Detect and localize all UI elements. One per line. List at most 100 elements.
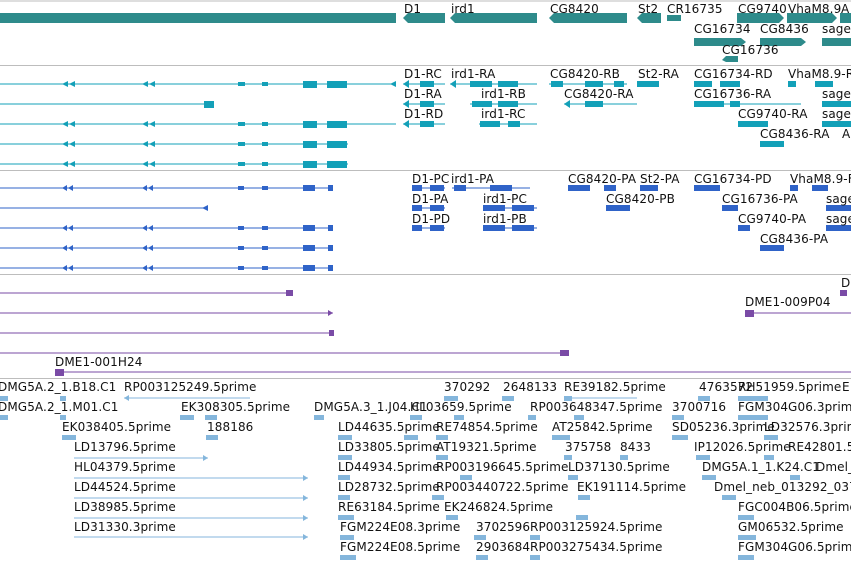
est-label: LD38985.5prime — [74, 500, 176, 514]
gene-label: A — [841, 2, 850, 16]
est-label: FGM304G06.3prime — [738, 400, 851, 414]
transcript-label: CG9740-PA — [738, 212, 807, 226]
transcript-label: VhaM8.9-F — [790, 172, 851, 186]
gene-label: D1 — [404, 2, 422, 16]
transcript-track-a: D1-RC ird1-RA CG8420-RB St2-RA CG16734-R… — [0, 66, 851, 170]
gene-track: D1 ird1 CG8420 St2 CR16735 CG9740 VhaM8.… — [0, 0, 851, 62]
transcript-label: sage- — [822, 107, 851, 121]
transcript-label: ird1-PA — [451, 172, 495, 186]
est-label: 2903684 — [476, 540, 531, 554]
est-label: AT25842.5prime — [552, 420, 653, 434]
transcript-label: ird1-RA — [451, 67, 496, 81]
gene-feature-CG8420[interactable] — [549, 13, 627, 23]
transcript-label: D1-RC — [404, 67, 442, 81]
gene-feature-St2[interactable] — [637, 13, 661, 23]
clone-label: DME1-001H24 — [55, 355, 143, 369]
transcript-track-b: D1-PC ird1-PA CG8420-PA St2-PA CG16734-P… — [0, 171, 851, 274]
est-label: LD28732.5prime — [338, 480, 440, 494]
est-label: EK038405.5prime — [62, 420, 172, 434]
gene-feature-CG16736[interactable] — [722, 56, 738, 62]
transcript-label: ird1-PB — [483, 212, 527, 226]
gene-feature-A[interactable] — [840, 13, 851, 23]
transcript-label: CG16736-RA — [694, 87, 772, 101]
est-label: FGM224E08.5prime — [340, 540, 461, 554]
gene-feature-ird1[interactable] — [450, 13, 537, 23]
transcript-label: CG16734-PD — [694, 172, 772, 186]
transcript-label: CG8420-RA — [564, 87, 634, 101]
est-label: LD44934.5prime — [338, 460, 440, 474]
est-track: DMG5A.2_1.B18.C1 RP003125249.5prime 3702… — [0, 379, 851, 562]
clone-track-features — [0, 290, 851, 376]
gene-label: sage — [822, 22, 851, 36]
est-label: LD32576.3prime — [764, 420, 851, 434]
gene-feature-sage[interactable] — [822, 38, 851, 46]
est-label: E — [842, 380, 850, 394]
transcript-label: CG16736-PA — [722, 192, 798, 206]
gene-label: CG9740 — [738, 2, 787, 16]
est-label: RE39182.5prime — [564, 380, 666, 394]
gene-feature-CG9740[interactable] — [737, 13, 784, 23]
track-divider — [0, 170, 851, 171]
est-label: RP003648347.5prime — [530, 400, 663, 414]
est-label: RE74854.5prime — [436, 420, 538, 434]
est-label: RP003125924.5prime — [530, 520, 663, 534]
transcript-label: D1-RA — [404, 87, 442, 101]
est-label: FGM304G06.5prime — [738, 540, 851, 554]
est-label: 8433 — [620, 440, 651, 454]
gene-feature-CG16734[interactable] — [694, 38, 746, 46]
transcript-label: D1-PD — [412, 212, 451, 226]
gene-label: CR16735 — [667, 2, 723, 16]
transcript-label: D1-PA — [412, 192, 449, 206]
est-label: GM06532.5prime — [738, 520, 844, 534]
est-label: SD05236.3prime — [672, 420, 775, 434]
est-label: EK246824.5prime — [444, 500, 554, 514]
est-label: 2648133 — [503, 380, 558, 394]
est-label: RH51959.5prime — [738, 380, 842, 394]
gene-label: ird1 — [451, 2, 475, 16]
est-label: LD44524.5prime — [74, 480, 176, 494]
transcript-label: CG9740-RA — [738, 107, 808, 121]
gene-label: CG8436 — [760, 22, 809, 36]
transcript-label: CG8436-PA — [760, 232, 829, 246]
gene-feature-CR16735[interactable] — [667, 15, 681, 21]
est-label: FGM224E08.3prime — [340, 520, 461, 534]
transcript-label: CG8420-PA — [568, 172, 637, 186]
gene-label: VhaM8.9 — [788, 2, 842, 16]
est-label: IP12026.5prime — [694, 440, 791, 454]
est-label: HL04379.5prime — [74, 460, 176, 474]
transcript-label: ird1-RB — [481, 87, 526, 101]
gene-label: CG16734 — [694, 22, 751, 36]
transcript-label: A — [842, 127, 851, 141]
est-label: RP003275434.5prime — [530, 540, 663, 554]
est-label: DMG5A.1_1.K24.C1 — [702, 460, 820, 474]
est-label: LD31330.3prime — [74, 520, 176, 534]
transcript-label: CG8420-PB — [606, 192, 675, 206]
transcript-track-a-features — [0, 80, 851, 168]
est-label: 375758 — [565, 440, 612, 454]
est-label: HL03659.5prime — [410, 400, 512, 414]
transcript-label: St2-RA — [638, 67, 679, 81]
clone-track: D DME1-009P04 DME1-001H24 — [0, 275, 851, 377]
est-label: EK191114.5prime — [577, 480, 687, 494]
gene-feature[interactable] — [0, 13, 396, 23]
transcript-label: VhaM8.9-R — [788, 67, 851, 81]
transcript-label: St2-PA — [640, 172, 680, 186]
est-label: RE42801.5 — [788, 440, 851, 454]
est-label: AT19321.5prime — [436, 440, 537, 454]
track-divider — [0, 65, 851, 66]
gene-feature-D1[interactable] — [403, 13, 445, 23]
gene-feature-CG8436[interactable] — [760, 38, 806, 46]
transcript-label: CG8436-RA — [760, 127, 830, 141]
gene-track-features — [0, 0, 851, 62]
gene-feature-VhaM8.9[interactable] — [787, 13, 837, 23]
clone-label: D — [841, 276, 851, 290]
transcript-label: ird1-PC — [483, 192, 527, 206]
gene-label: St2 — [638, 2, 659, 16]
est-label: 370292 — [444, 380, 491, 394]
est-track-features — [0, 395, 800, 560]
est-label: 3702596 — [476, 520, 531, 534]
transcript-label: CG8420-RB — [550, 67, 621, 81]
est-label: LD33805.5prime — [338, 440, 440, 454]
transcript-label: ird1-RC — [481, 107, 526, 121]
